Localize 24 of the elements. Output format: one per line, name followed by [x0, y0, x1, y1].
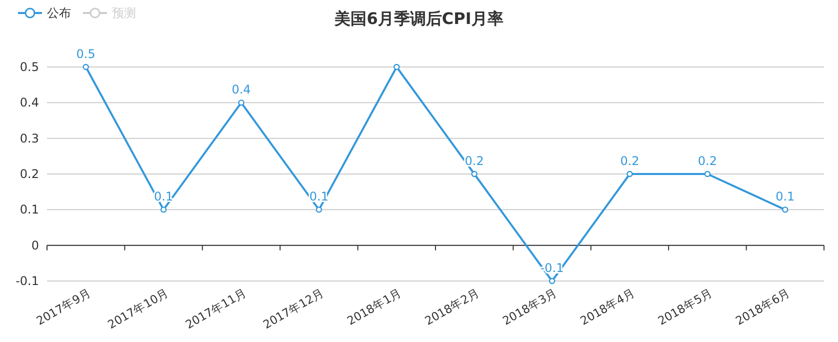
point	[782, 206, 788, 213]
point	[704, 170, 711, 178]
data-label: 0.1	[776, 190, 795, 204]
point	[394, 64, 400, 70]
y-tick-label: 0	[31, 238, 39, 252]
legend-label: 公布	[47, 6, 71, 20]
data-label: 0.4	[232, 82, 251, 97]
y-tick-label: 0.2	[20, 167, 39, 181]
point	[82, 64, 89, 70]
point	[316, 206, 322, 213]
data-label: 0.2	[698, 154, 717, 168]
y-tick-label: 0.1	[20, 202, 39, 217]
chart-title: 美国6月季调后CPI月率	[334, 9, 504, 28]
y-tick-label: 0.4	[20, 96, 39, 110]
point	[626, 170, 633, 178]
point	[160, 206, 167, 213]
data-label: 0.2	[620, 154, 640, 168]
y-tick-label: -0.1	[16, 274, 39, 288]
y-tick-label: 0.5	[20, 60, 39, 74]
point	[471, 170, 478, 178]
point	[238, 100, 244, 106]
point	[548, 278, 556, 284]
data-label: 0.5	[76, 47, 96, 61]
y-tick-label: 0.3	[20, 131, 39, 146]
